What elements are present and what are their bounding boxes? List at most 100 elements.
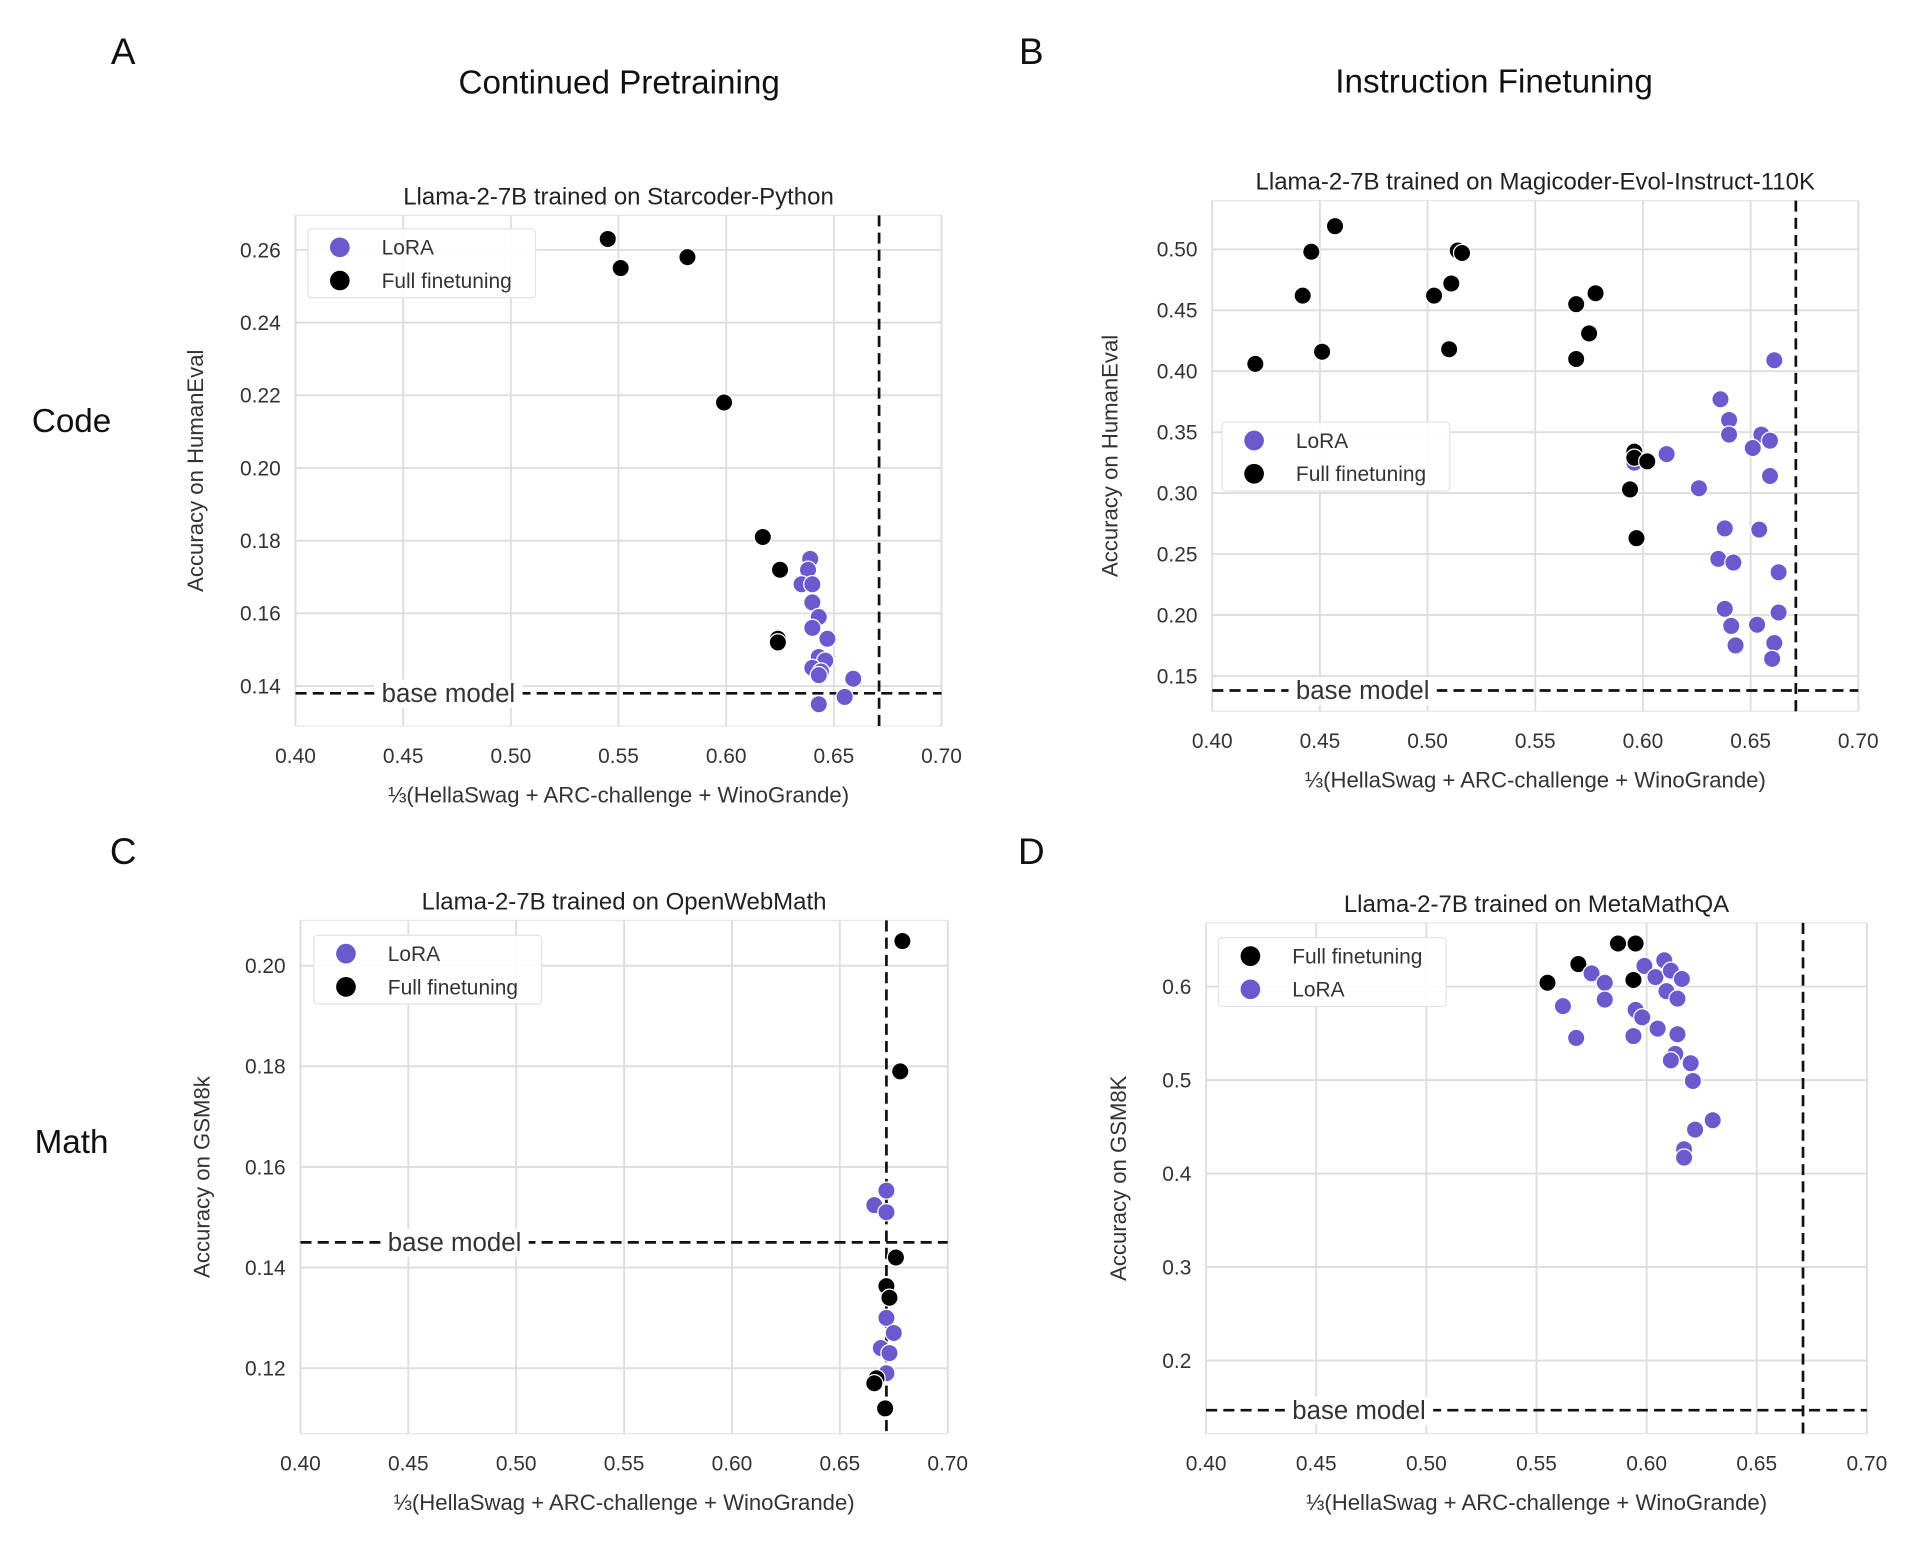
chart-title: Llama-2-7B trained on MetaMathQA xyxy=(1344,891,1729,918)
y-tick-label: 0.50 xyxy=(1157,239,1198,262)
data-point xyxy=(770,560,790,579)
data-point xyxy=(875,1399,895,1418)
data-point xyxy=(1632,1008,1652,1027)
base-model-label-bg xyxy=(1288,677,1437,706)
y-tick-label: 0.4 xyxy=(1162,1163,1191,1186)
y-tick-label: 0.40 xyxy=(1157,361,1198,384)
data-point xyxy=(886,1248,906,1267)
data-point xyxy=(844,669,863,688)
series-lora xyxy=(792,549,863,714)
y-tick-label: 0.6 xyxy=(1162,976,1191,999)
data-point xyxy=(1674,1148,1694,1167)
x-tick-label: 0.45 xyxy=(1300,730,1341,753)
legend-label: LoRA xyxy=(1292,979,1344,1002)
panel-b: 0.40 0.45 0.50 0.55 0.60 0.65 0.70 0.15 0.20 0.25… xyxy=(1098,169,1879,793)
data-point xyxy=(877,1181,896,1200)
chart-title: Llama-2-7B trained on OpenWebMath xyxy=(422,888,827,915)
legend-box xyxy=(307,228,537,299)
data-point xyxy=(1760,431,1780,450)
x-tick-label: 0.45 xyxy=(1296,1452,1337,1475)
panel-d: 0.40 0.45 0.50 0.55 0.60 0.65 0.70 0.2 0.3 0.4 0.5… xyxy=(1106,891,1887,1515)
series-full-finetuning xyxy=(1538,934,1645,992)
data-point xyxy=(1715,519,1734,538)
legend-label: Full finetuning xyxy=(1296,463,1426,486)
data-point xyxy=(1246,354,1265,374)
legend-label: Full finetuning xyxy=(1292,946,1422,969)
y-axis-label: Accuracy on GSM8k xyxy=(189,1075,214,1278)
panel-letter-c: C xyxy=(110,831,137,872)
data-point xyxy=(1668,1024,1687,1044)
chart-title: Llama-2-7B trained on Starcoder-Python xyxy=(403,183,834,210)
data-point xyxy=(1325,216,1345,236)
legend-box xyxy=(1221,421,1451,492)
series-full-finetuning xyxy=(598,229,790,652)
y-tick-label: 0.14 xyxy=(245,1257,286,1280)
y-tick-label: 0.25 xyxy=(1157,543,1198,566)
data-point xyxy=(865,1374,884,1393)
data-point xyxy=(818,629,837,649)
data-point xyxy=(1624,1026,1643,1046)
legend-marker xyxy=(329,270,350,291)
x-axis-label: ⅓(HellaSwag + ARC-challenge + WinoGrande… xyxy=(1306,1490,1767,1515)
series-full-finetuning xyxy=(1246,216,1657,548)
legend: Full finetuning LoRA xyxy=(1217,937,1447,1008)
data-point xyxy=(880,1343,899,1363)
base-model-label: base model xyxy=(388,1229,522,1257)
data-point xyxy=(678,247,697,267)
data-point xyxy=(1424,286,1444,305)
data-point xyxy=(1626,934,1645,953)
data-point xyxy=(880,1288,899,1307)
y-tick-label: 0.30 xyxy=(1157,482,1198,505)
data-point xyxy=(611,258,630,278)
x-tick-label: 0.70 xyxy=(921,745,962,768)
data-point xyxy=(803,575,822,594)
data-point xyxy=(1661,1051,1681,1070)
data-point xyxy=(1579,324,1599,343)
x-tick-label: 0.55 xyxy=(604,1452,645,1475)
data-point xyxy=(809,694,829,714)
data-point xyxy=(1646,967,1665,987)
panel-letter-d: D xyxy=(1018,831,1045,872)
y-axis-label: Accuracy on HumanEval xyxy=(1098,335,1123,577)
legend-marker xyxy=(1244,430,1264,451)
y-tick-label: 0.45 xyxy=(1157,300,1198,323)
data-point xyxy=(1608,934,1628,953)
y-tick-label: 0.18 xyxy=(245,1056,286,1079)
data-point xyxy=(1765,351,1784,370)
data-point xyxy=(877,1308,896,1328)
legend-label: Full finetuning xyxy=(388,976,518,999)
y-tick-label: 0.3 xyxy=(1162,1256,1191,1279)
row-label-math: Math xyxy=(35,1124,109,1161)
data-point xyxy=(1638,452,1657,471)
legend-marker xyxy=(1240,979,1261,1000)
base-model-label-bg xyxy=(380,1229,529,1258)
data-point xyxy=(1624,970,1643,990)
data-point xyxy=(1683,1071,1703,1091)
data-point xyxy=(768,633,788,652)
base-model-label: base model xyxy=(382,680,516,708)
panel-c: 0.40 0.45 0.50 0.55 0.60 0.65 0.70 0.12 0.14 0.16… xyxy=(189,888,968,1514)
legend-box xyxy=(1217,937,1447,1008)
data-point xyxy=(1312,342,1332,361)
data-point xyxy=(1719,425,1739,444)
data-point xyxy=(1586,283,1605,303)
column-header-finetuning: Instruction Finetuning xyxy=(1335,63,1653,100)
series-lora xyxy=(1625,351,1788,669)
data-point xyxy=(1553,996,1573,1016)
data-point xyxy=(1439,340,1459,359)
series-lora xyxy=(865,1181,903,1383)
legend-label: LoRA xyxy=(1296,430,1348,453)
data-point xyxy=(1709,549,1728,569)
data-point xyxy=(1689,478,1709,498)
base-model-label-bg xyxy=(374,679,523,708)
y-tick-label: 0.18 xyxy=(240,530,281,553)
data-point xyxy=(753,527,773,547)
x-tick-label: 0.40 xyxy=(1192,730,1233,753)
x-tick-label: 0.65 xyxy=(1736,1452,1777,1475)
legend-marker xyxy=(336,943,356,964)
legend-box xyxy=(313,934,543,1005)
data-point xyxy=(714,393,734,412)
base-model-label: base model xyxy=(1292,1397,1426,1425)
data-point xyxy=(1749,520,1769,539)
legend: LoRA Full finetuning xyxy=(313,934,543,1005)
